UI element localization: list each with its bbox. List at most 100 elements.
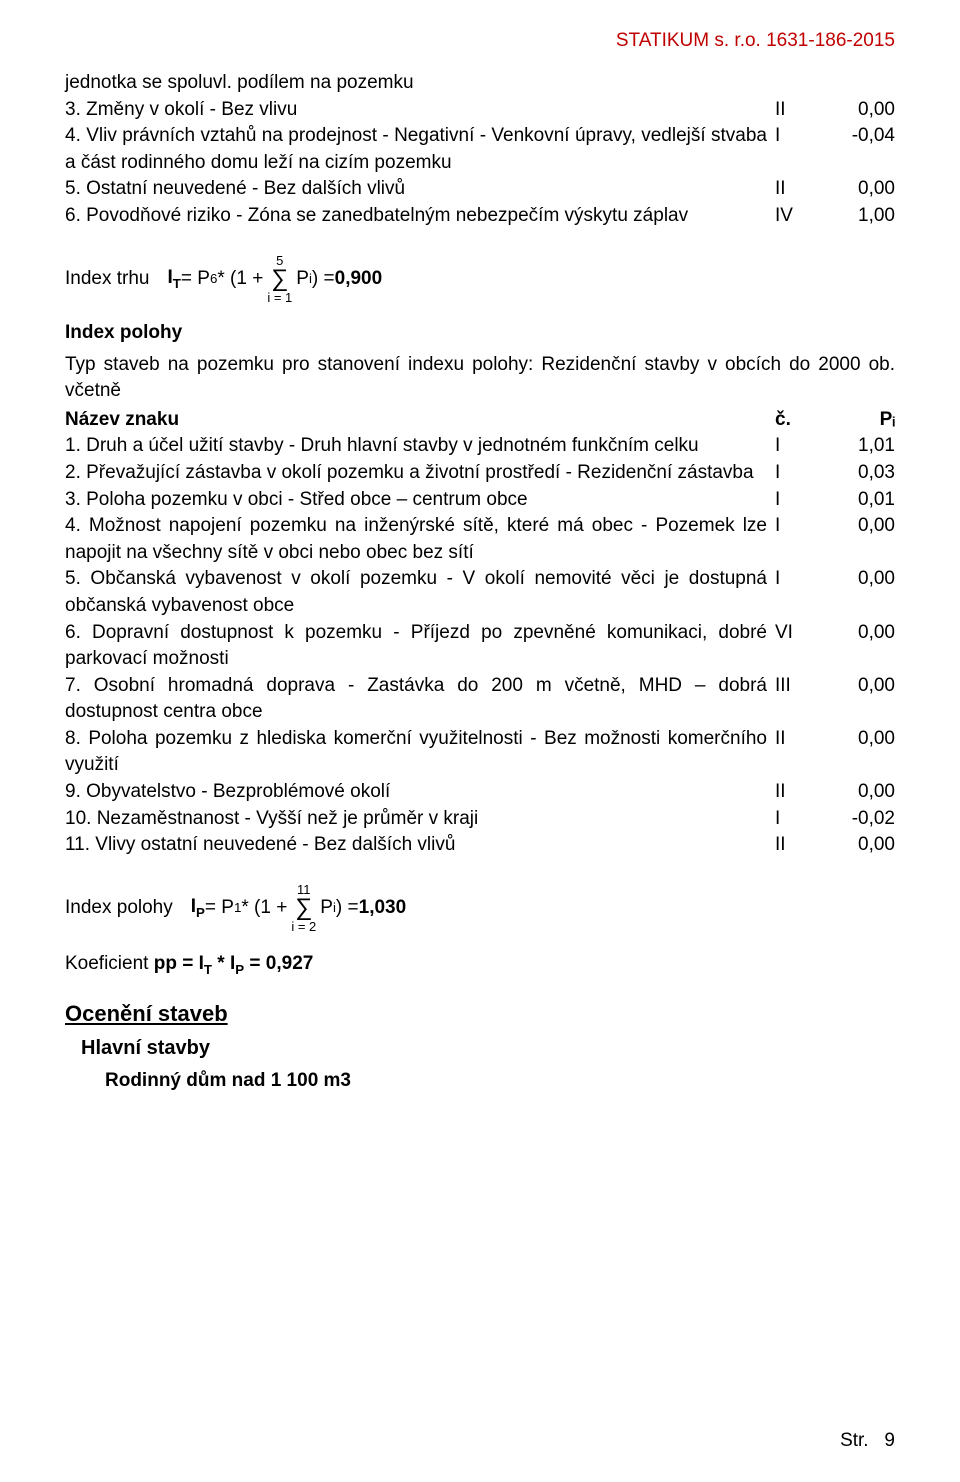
formula-text: = P	[181, 268, 210, 290]
koeficient-line: Koeficient pp = IT * IP = 0,927	[65, 951, 895, 979]
formula-expression: IT = P6 * (1 + 5 ∑ i = 1 Pi ) = 0,900	[168, 254, 383, 304]
table-row: jednotka se spoluvl. podílem na pozemku	[65, 70, 895, 97]
row-desc: 3. Změny v okolí - Bez vlivu	[65, 97, 775, 124]
row-col-c: I	[775, 460, 825, 487]
table-row: 4. Možnost napojení pozemku na inženýrsk…	[65, 513, 895, 566]
row-col-c: III	[775, 673, 825, 726]
header-reference: STATIKUM s. r.o. 1631-186-2015	[65, 30, 895, 52]
table-row: 6. Povodňové riziko - Zóna se zanedbatel…	[65, 203, 895, 230]
table-row: 6. Dopravní dostupnost k pozemku - Příje…	[65, 620, 895, 673]
footer-page-number: 9	[884, 1430, 895, 1451]
row-desc: 4. Možnost napojení pozemku na inženýrsk…	[65, 513, 775, 566]
formula-sub: 6	[210, 271, 217, 286]
row-col-p: 0,00	[825, 779, 895, 806]
koef-label: Koeficient	[65, 953, 154, 974]
row-col-c: II	[775, 832, 825, 859]
header-col-c: č.	[775, 407, 825, 434]
row-col-p: 0,00	[825, 566, 895, 619]
row-col-c: II	[775, 779, 825, 806]
row-desc: jednotka se spoluvl. podílem na pozemku	[65, 70, 775, 97]
row-col-c: I	[775, 123, 825, 176]
formula-text: ) =	[336, 897, 359, 919]
row-desc: 11. Vlivy ostatní neuvedené - Bez dalšíc…	[65, 832, 775, 859]
formula-text: * (1 +	[217, 268, 263, 290]
rodinny-dum-heading: Rodinný dům nad 1 100 m3	[105, 1070, 895, 1092]
header-col-p: Pᵢ	[825, 407, 895, 434]
koef-sub: T	[204, 962, 212, 977]
table-row: 8. Poloha pozemku z hlediska komerční vy…	[65, 726, 895, 779]
row-col-p: 0,00	[825, 620, 895, 673]
formula-label: Index polohy	[65, 897, 173, 919]
oceneni-staveb-heading: Ocenění staveb	[65, 1001, 895, 1027]
row-col-c	[775, 70, 825, 97]
row-desc: 7. Osobní hromadná doprava - Zastávka do…	[65, 673, 775, 726]
block-1: jednotka se spoluvl. podílem na pozemku …	[65, 70, 895, 230]
formula-label: Index trhu	[65, 268, 150, 290]
formula-text: * (1 +	[241, 897, 287, 919]
formula-result: 1,030	[359, 897, 407, 919]
row-col-c: II	[775, 97, 825, 124]
row-col-p: 0,01	[825, 487, 895, 514]
sigma-lower: i = 2	[291, 920, 316, 933]
koef-text: * I	[212, 953, 235, 974]
table-row: 5. Občanská vybavenost v okolí pozemku -…	[65, 566, 895, 619]
sigma-icon: 5 ∑ i = 1	[267, 254, 292, 304]
row-col-p: -0,04	[825, 123, 895, 176]
table-row: 1. Druh a účel užití stavby - Druh hlavn…	[65, 433, 895, 460]
table-row: 9. Obyvatelstvo - Bezproblémové okolí II…	[65, 779, 895, 806]
row-col-p: 0,00	[825, 673, 895, 726]
row-desc: 1. Druh a účel užití stavby - Druh hlavn…	[65, 433, 775, 460]
formula-expression: IP = P1 * (1 + 11 ∑ i = 2 Pi ) = 1,030	[191, 883, 406, 933]
typ-staveb-paragraph: Typ staveb na pozemku pro stanovení inde…	[65, 352, 895, 405]
index-polohy-formula: Index polohy IP = P1 * (1 + 11 ∑ i = 2 P…	[65, 883, 895, 933]
page-footer: Str. 9	[840, 1430, 895, 1452]
block-2: 1. Druh a účel užití stavby - Druh hlavn…	[65, 433, 895, 859]
row-col-p: 0,00	[825, 726, 895, 779]
row-desc: 5. Ostatní neuvedené - Bez dalších vlivů	[65, 176, 775, 203]
koef-pp: pp	[154, 953, 177, 974]
row-desc: 3. Poloha pozemku v obci - Střed obce – …	[65, 487, 775, 514]
table-row: 5. Ostatní neuvedené - Bez dalších vlivů…	[65, 176, 895, 203]
row-col-c: IV	[775, 203, 825, 230]
formula-text: P	[320, 897, 333, 919]
row-col-c: I	[775, 513, 825, 566]
sigma-symbol: ∑	[271, 267, 288, 291]
sigma-symbol: ∑	[295, 896, 312, 920]
row-desc: 6. Povodňové riziko - Zóna se zanedbatel…	[65, 203, 775, 230]
table-row: 4. Vliv právních vztahů na prodejnost - …	[65, 123, 895, 176]
page: STATIKUM s. r.o. 1631-186-2015 jednotka …	[0, 0, 960, 1482]
index-polohy-heading: Index polohy	[65, 322, 895, 344]
koef-text: = I	[177, 953, 204, 974]
hlavni-stavby-heading: Hlavní stavby	[81, 1037, 895, 1060]
row-desc: 10. Nezaměstnanost - Vyšší než je průměr…	[65, 806, 775, 833]
row-col-p: 0,00	[825, 176, 895, 203]
row-col-p: 0,00	[825, 513, 895, 566]
sigma-icon: 11 ∑ i = 2	[291, 883, 316, 933]
index-trhu-formula: Index trhu IT = P6 * (1 + 5 ∑ i = 1 Pi )…	[65, 254, 895, 304]
row-col-c: I	[775, 487, 825, 514]
row-desc: 9. Obyvatelstvo - Bezproblémové okolí	[65, 779, 775, 806]
row-col-c: I	[775, 433, 825, 460]
row-col-c: VI	[775, 620, 825, 673]
table-row: 3. Změny v okolí - Bez vlivu II 0,00	[65, 97, 895, 124]
row-col-p	[825, 70, 895, 97]
row-desc: 5. Občanská vybavenost v okolí pozemku -…	[65, 566, 775, 619]
row-col-p: 1,01	[825, 433, 895, 460]
formula-text: ) =	[312, 268, 335, 290]
formula-sub: T	[173, 275, 181, 290]
row-col-p: 1,00	[825, 203, 895, 230]
row-desc: 6. Dopravní dostupnost k pozemku - Příje…	[65, 620, 775, 673]
formula-sub: P	[196, 905, 205, 920]
table-row: 7. Osobní hromadná doprava - Zastávka do…	[65, 673, 895, 726]
table-header: Název znaku č. Pᵢ	[65, 407, 895, 434]
formula-text: P	[296, 268, 309, 290]
formula-result: 0,900	[335, 268, 383, 290]
koef-sub: P	[235, 962, 244, 977]
footer-label: Str.	[840, 1430, 869, 1451]
koef-text: =	[244, 953, 266, 974]
table-row: 11. Vlivy ostatní neuvedené - Bez dalšíc…	[65, 832, 895, 859]
row-col-p: 0,03	[825, 460, 895, 487]
row-col-c: I	[775, 806, 825, 833]
row-desc: 8. Poloha pozemku z hlediska komerční vy…	[65, 726, 775, 779]
table-row: 2. Převažující zástavba v okolí pozemku …	[65, 460, 895, 487]
